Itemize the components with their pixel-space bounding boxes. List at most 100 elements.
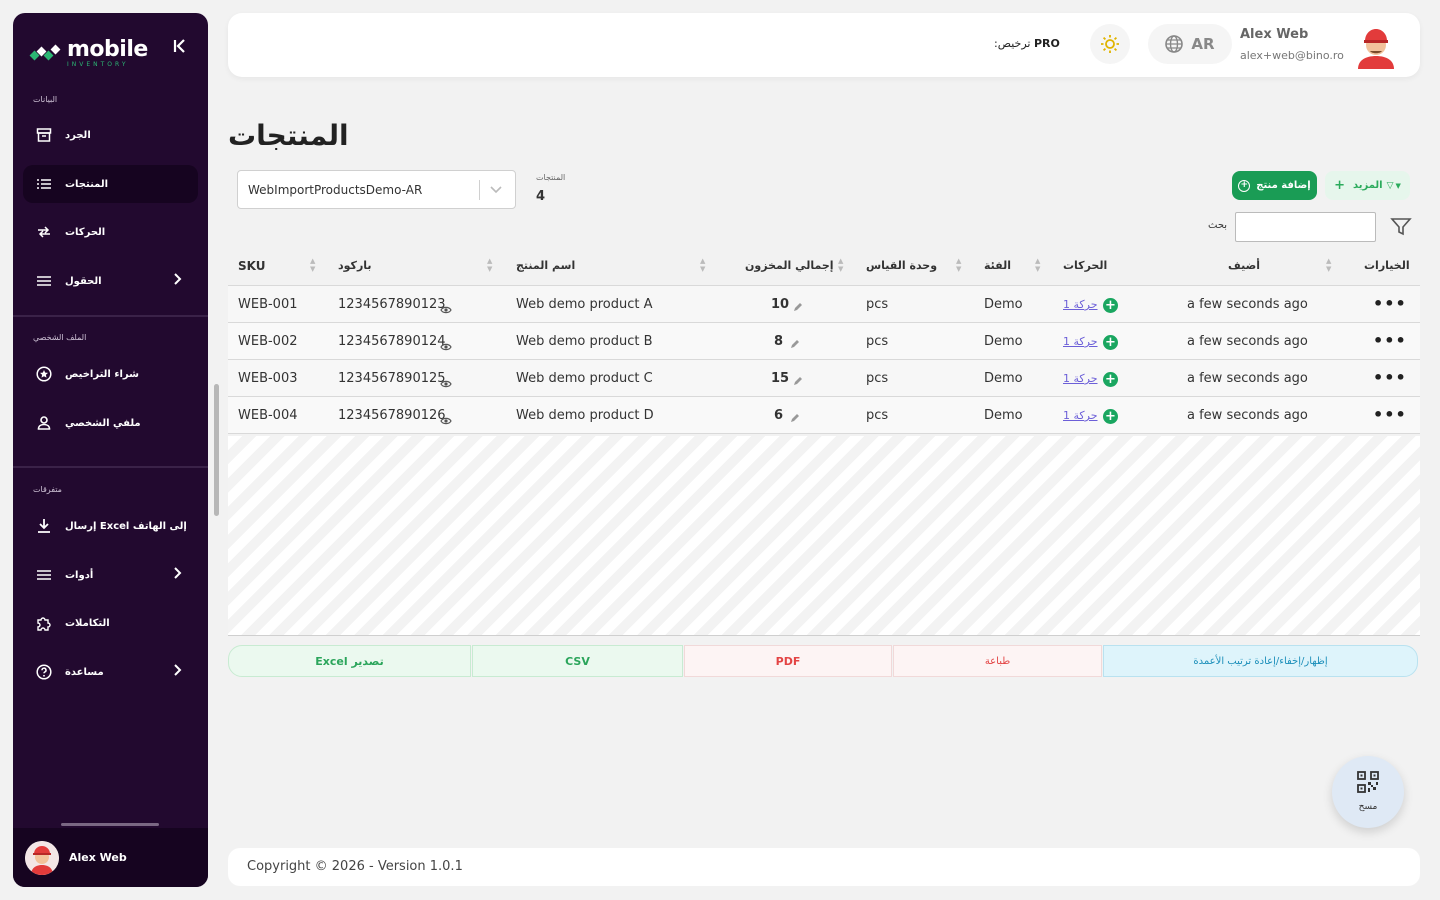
cell-category: Demo (984, 408, 1023, 423)
sidebar-item-integrations[interactable]: التكاملات (23, 604, 198, 642)
sidebar-scrollbar[interactable] (61, 823, 159, 826)
cell-sku: WEB-002 (238, 334, 298, 349)
table-row[interactable]: WEB-002 1234567890124 Web demo product B… (228, 323, 1420, 360)
table-row[interactable]: WEB-003 1234567890125 Web demo product C… (228, 360, 1420, 397)
column-header-category[interactable]: الفئة (984, 259, 1011, 272)
header-user-email: alex+web@bino.ro (1240, 49, 1344, 62)
cell-unit: pcs (866, 408, 889, 423)
collapse-sidebar-button[interactable] (171, 37, 191, 57)
cell-product-name[interactable]: Web demo product C (516, 371, 653, 386)
chevron-down-icon[interactable] (488, 181, 504, 197)
sidebar-item-send-excel[interactable]: إرسال Excel إلى الهاتف (23, 507, 198, 545)
search-input[interactable] (1235, 212, 1376, 242)
row-options-icon[interactable]: ••• (1373, 405, 1407, 424)
add-movement-icon[interactable]: + (1103, 335, 1118, 350)
table-header: SKU ▲ ▼ باركود ▲ ▼ اسم المنتج ▲ ▼ إجمالي ال… (228, 246, 1420, 286)
sidebar-item-tools[interactable]: أدوات (23, 556, 198, 594)
filter-icon[interactable] (1390, 216, 1412, 238)
cell-product-name[interactable]: Web demo product D (516, 408, 654, 423)
eye-icon[interactable] (440, 411, 452, 425)
pencil-icon[interactable] (792, 372, 804, 385)
pencil-icon[interactable] (789, 409, 801, 422)
export-pdf-button[interactable]: PDF (684, 645, 892, 677)
sort-icon[interactable]: ▲ ▼ (1035, 257, 1041, 273)
row-options-icon[interactable]: ••• (1373, 294, 1407, 313)
sidebar: mobile INVENTORY البيانات الجرد المنتجات… (13, 13, 208, 887)
sidebar-item-label: أدوات (65, 569, 94, 581)
eye-icon[interactable] (440, 337, 452, 351)
sort-icon[interactable]: ▲ ▼ (310, 257, 316, 273)
table-row[interactable]: WEB-001 1234567890123 Web demo product A… (228, 286, 1420, 323)
footer: Copyright © 2026 - Version 1.0.1 (228, 848, 1420, 886)
add-movement-icon[interactable]: + (1103, 298, 1118, 313)
more-button[interactable]: + المزيد ▽ ▼ (1325, 171, 1410, 200)
eye-icon[interactable] (440, 374, 452, 388)
sidebar-item-my-profile[interactable]: ملفي الشخصي (23, 404, 198, 442)
sidebar-item-movements[interactable]: الحركات (23, 213, 198, 251)
sort-icon[interactable]: ▲ ▼ (700, 257, 706, 273)
cell-product-name[interactable]: Web demo product A (516, 297, 653, 312)
movements-link[interactable]: 1 حركة (1063, 409, 1098, 422)
movements-link[interactable]: 1 حركة (1063, 372, 1098, 385)
column-header-sku[interactable]: SKU (238, 259, 266, 273)
header-user-name[interactable]: Alex Web (1240, 27, 1309, 42)
language-button[interactable]: AR (1148, 24, 1232, 64)
inventory-select[interactable]: WebImportProductsDemo-AR (237, 170, 516, 209)
sidebar-item-label: الحركات (65, 226, 106, 238)
sidebar-item-fields[interactable]: الحقول (23, 262, 198, 300)
add-product-label: إضافة منتج (1256, 180, 1311, 191)
license-value: PRO (1033, 37, 1060, 50)
products-table: SKU ▲ ▼ باركود ▲ ▼ اسم المنتج ▲ ▼ إجمالي ال… (228, 246, 1420, 434)
sidebar-item-buy-licenses[interactable]: شراء التراخيص (23, 355, 198, 393)
row-options-icon[interactable]: ••• (1373, 331, 1407, 350)
cell-stock: 15 (771, 371, 790, 386)
app-logo[interactable]: mobile INVENTORY (29, 39, 148, 68)
print-button[interactable]: طباعة (893, 645, 1102, 677)
section-label-data: البيانات (33, 95, 58, 104)
sort-icon[interactable]: ▲ ▼ (956, 257, 962, 273)
cell-barcode: 1234567890124 (338, 334, 446, 349)
scan-button[interactable]: مسح (1332, 756, 1404, 828)
sidebar-item-products[interactable]: المنتجات (23, 165, 198, 203)
cell-product-name[interactable]: Web demo product B (516, 334, 653, 349)
movements-link[interactable]: 1 حركة (1063, 298, 1098, 311)
export-excel-button[interactable]: Excel تصدير (228, 645, 471, 677)
sidebar-user[interactable]: Alex Web (13, 828, 208, 887)
eye-icon[interactable] (440, 300, 452, 314)
select-separator (479, 180, 480, 200)
column-header-added[interactable]: أضيف (1228, 259, 1260, 272)
chevron-right-icon (172, 663, 186, 681)
collapse-left-icon (173, 39, 185, 53)
sidebar-user-name: Alex Web (69, 851, 127, 864)
theme-toggle-button[interactable] (1090, 24, 1130, 64)
table-row[interactable]: WEB-004 1234567890126 Web demo product D… (228, 397, 1420, 434)
sort-icon[interactable]: ▲ ▼ (838, 257, 844, 273)
export-csv-button[interactable]: CSV (472, 645, 683, 677)
column-header-unit[interactable]: وحدة القياس (866, 259, 938, 272)
column-header-product-name[interactable]: اسم المنتج (516, 259, 576, 272)
sidebar-item-inventory[interactable]: الجرد (23, 116, 198, 154)
sort-icon[interactable]: ▲ ▼ (1326, 257, 1332, 273)
add-movement-icon[interactable]: + (1103, 409, 1118, 424)
pencil-icon[interactable] (792, 298, 804, 311)
add-movement-icon[interactable]: + (1103, 372, 1118, 387)
sidebar-item-help[interactable]: مساعدة (23, 653, 198, 691)
cell-category: Demo (984, 371, 1023, 386)
row-options-icon[interactable]: ••• (1373, 368, 1407, 387)
header-avatar[interactable] (1354, 23, 1398, 69)
add-product-button[interactable]: + إضافة منتج (1232, 171, 1317, 200)
plus-icon: + (1334, 178, 1345, 193)
top-header: :ترخيص PRO AR Alex Web alex+web@bino.ro (228, 13, 1420, 77)
column-visibility-button[interactable]: إظهار/إخفاء/إعادة ترتيب الأعمدة (1103, 645, 1418, 677)
sidebar-item-label: الجرد (65, 129, 91, 141)
page-scrollbar[interactable] (214, 384, 219, 516)
movements-link[interactable]: 1 حركة (1063, 335, 1098, 348)
sort-icon[interactable]: ▲ ▼ (487, 257, 493, 273)
pencil-icon[interactable] (789, 335, 801, 348)
column-header-total-stock[interactable]: إجمالي المخزون (745, 259, 834, 272)
arrows-icon (35, 223, 53, 241)
cell-sku: WEB-003 (238, 371, 298, 386)
column-header-barcode[interactable]: باركود (338, 259, 372, 272)
cell-sku: WEB-004 (238, 408, 298, 423)
sidebar-item-label: التكاملات (65, 617, 110, 629)
